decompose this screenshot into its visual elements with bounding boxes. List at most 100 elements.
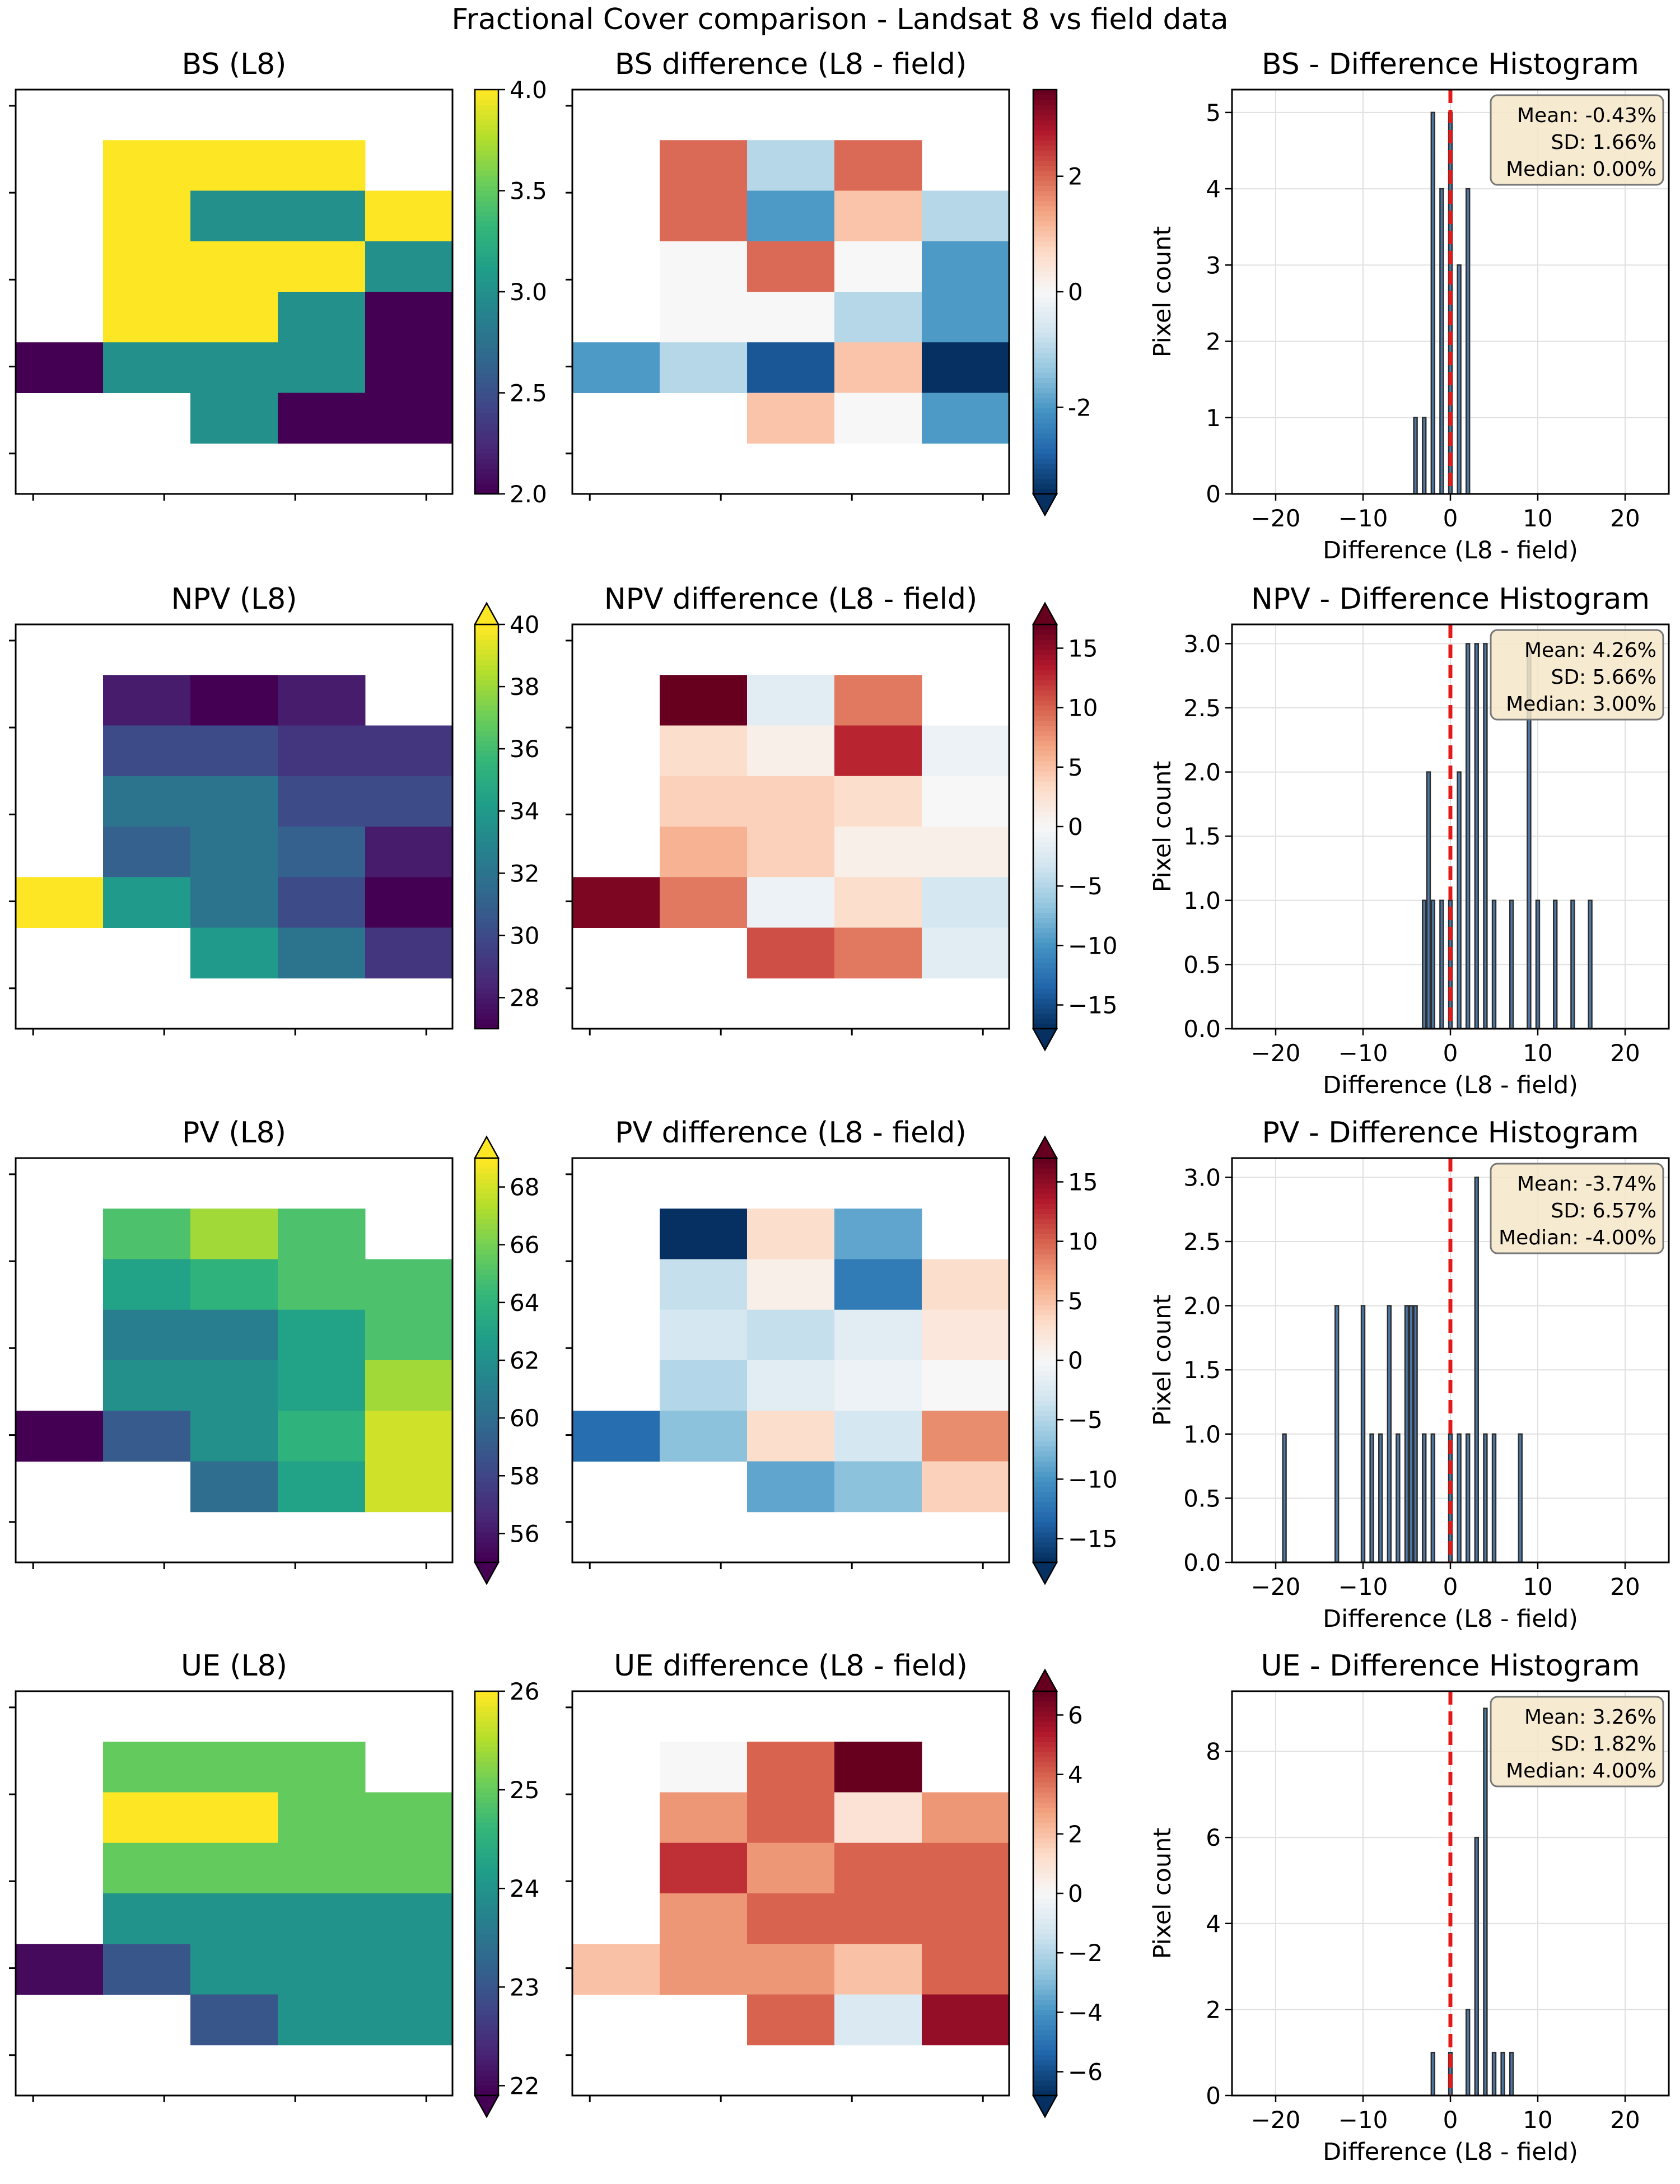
ue-histogram-ytick-label: 6 [1206, 1824, 1221, 1851]
ue-cover-map-colorbar-segment [475, 1989, 498, 1995]
pv-histogram-histogram-bar [1396, 1433, 1401, 1564]
npv-difference-map-colorbar-segment [1033, 791, 1057, 797]
pv-difference-map-cell [660, 1360, 748, 1411]
pv-cover-map-colorbar-segment [475, 1390, 498, 1396]
ue-cover-map-colorbar-segment [475, 2045, 498, 2051]
bs-difference-map-colorbar-segment [1033, 292, 1057, 297]
pv-cover-map-colorbar-segment [475, 1491, 498, 1497]
bs-difference-map-colorbar-segment [1033, 403, 1057, 409]
ue-cover-map-cell [365, 1994, 453, 2046]
pv-cover-map-colorbar-segment [475, 1476, 498, 1482]
bs-cover-map-cell [365, 241, 453, 292]
npv-cover-map-colorbar-tick-label: 38 [510, 673, 539, 701]
ue-cover-map-colorbar-segment [475, 1762, 498, 1767]
npv-difference-map-colorbar-segment [1033, 735, 1057, 741]
bs-cover-map-colorbar-segment [475, 165, 498, 171]
bs-difference-map-colorbar-segment [1033, 468, 1057, 474]
ue-cover-map-colorbar-segment [475, 1716, 498, 1722]
bs-difference-map-colorbar-segment [1033, 483, 1057, 489]
pv-histogram-xtick-label: −10 [1338, 1573, 1388, 1600]
pv-difference-map-colorbar-segment [1033, 1396, 1057, 1401]
npv-cover-map-cell [190, 927, 278, 979]
bs-cover-map-cell [365, 393, 453, 444]
pv-cover-map-colorbar-segment [475, 1385, 498, 1391]
npv-histogram-histogram-bar [1430, 899, 1436, 1030]
bs-cover-map-colorbar-segment [475, 276, 498, 282]
npv-cover-map-colorbar-segment [475, 680, 498, 685]
ue-difference-map-colorbar-segment [1033, 1706, 1057, 1712]
ue-difference-map-colorbar-segment [1033, 1883, 1057, 1889]
ue-difference-map-colorbar-segment [1033, 1827, 1057, 1833]
bs-cover-map-colorbar-segment [475, 488, 498, 494]
pv-difference-map-colorbar-segment [1033, 1324, 1057, 1331]
npv-difference-map-colorbar-segment [1033, 660, 1057, 665]
ue-cover-map-colorbar-segment [475, 1964, 498, 1970]
bs-cover-map-colorbar-segment [475, 357, 498, 363]
bs-difference-map-colorbar-segment [1033, 388, 1057, 394]
npv-cover-map-colorbar-segment [475, 963, 498, 969]
bs-difference-map-colorbar-segment [1033, 236, 1057, 242]
pv-difference-map-colorbar-tick-label: −15 [1068, 1525, 1118, 1553]
npv-difference-map-colorbar-segment [1033, 730, 1057, 736]
pv-difference-map-colorbar-segment [1033, 1522, 1057, 1528]
bs-difference-map-colorbar-segment [1033, 297, 1057, 302]
pv-difference-map-cell [660, 1411, 748, 1462]
ue-difference-map-colorbar-segment [1033, 2024, 1057, 2031]
npv-cover-map-colorbar-segment [475, 735, 498, 741]
pv-difference-map-cell [660, 1259, 748, 1310]
pv-cover-map-colorbar-segment [475, 1219, 498, 1224]
npv-difference-map-cell [834, 776, 922, 827]
bs-histogram-histogram-bar [1413, 417, 1418, 495]
npv-histogram-stats-line: SD: 5.66% [1551, 666, 1656, 689]
pv-histogram-ytick-label: 0.0 [1183, 1549, 1221, 1576]
pv-difference-map-colorbar-segment [1033, 1385, 1057, 1391]
bs-difference-map-colorbar-segment [1033, 362, 1057, 368]
ue-cover-map-colorbar-segment [475, 1696, 498, 1702]
pv-histogram-histogram-bar [1457, 1433, 1462, 1564]
bs-difference-map-colorbar-segment [1033, 195, 1057, 202]
ue-cover-map-colorbar-segment [475, 1832, 498, 1838]
ue-cover-map-colorbar-segment [475, 2024, 498, 2031]
npv-difference-map-colorbar-segment [1033, 973, 1057, 979]
ue-difference-map-colorbar-segment [1033, 1782, 1057, 1788]
npv-cover-map-colorbar-segment [475, 887, 498, 893]
bs-difference-map-colorbar-segment [1033, 190, 1057, 197]
npv-difference-map-colorbar-tick-label: 0 [1068, 813, 1083, 841]
npv-difference-map-colorbar-segment [1033, 771, 1057, 777]
pv-cover-map-colorbar-segment [475, 1401, 498, 1406]
ue-cover-map-colorbar-segment [475, 1777, 498, 1783]
bs-cover-map-cell [278, 140, 366, 191]
npv-difference-map-colorbar-segment [1033, 705, 1057, 711]
npv-difference-map-cell [660, 776, 748, 827]
ue-cover-map-colorbar-segment [475, 2040, 498, 2046]
pv-cover-map-colorbar-segment [475, 1441, 498, 1447]
npv-cover-map-colorbar-segment [475, 695, 498, 701]
ue-cover-map-colorbar-segment [475, 2085, 498, 2091]
ue-difference-map-cell [747, 1994, 835, 2046]
bs-cover-map-cell [16, 342, 104, 393]
bs-cover-map-colorbar-tick-label: 2.0 [510, 480, 547, 508]
bs-cover-map-colorbar-segment [475, 120, 498, 125]
npv-cover-map-cell [365, 927, 453, 979]
bs-cover-map-colorbar-segment [475, 175, 498, 181]
pv-histogram-histogram-bar [1430, 1433, 1436, 1564]
ue-difference-map-colorbar-segment [1033, 1852, 1057, 1859]
bs-cover-map-cell [190, 140, 278, 191]
npv-difference-map-colorbar-segment [1033, 837, 1057, 842]
pv-difference-map-colorbar-segment [1033, 1390, 1057, 1396]
ue-difference-map-colorbar-segment [1033, 1747, 1057, 1752]
npv-difference-map-colorbar-segment [1033, 988, 1057, 994]
pv-cover-map-colorbar-segment [475, 1168, 498, 1174]
npv-difference-map-colorbar-segment [1033, 932, 1057, 939]
npv-difference-map-colorbar-segment [1033, 755, 1057, 762]
ue-difference-map-cell [834, 1893, 922, 1944]
pv-difference-map-colorbar-segment [1033, 1537, 1057, 1543]
npv-difference-map-colorbar-segment [1033, 983, 1057, 989]
pv-difference-map-colorbar-segment [1033, 1284, 1057, 1290]
ue-difference-map-cell [922, 1842, 1010, 1894]
npv-cover-map-colorbar-segment [475, 660, 498, 665]
ue-difference-map-colorbar-segment [1033, 1757, 1057, 1762]
ue-difference-map-colorbar-segment [1033, 2019, 1057, 2026]
ue-difference-map-cell [572, 1944, 660, 1995]
ue-cover-map-colorbar-segment [475, 1883, 498, 1889]
